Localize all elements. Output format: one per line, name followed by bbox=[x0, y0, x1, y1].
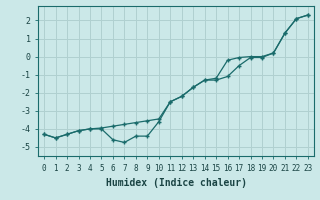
X-axis label: Humidex (Indice chaleur): Humidex (Indice chaleur) bbox=[106, 178, 246, 188]
